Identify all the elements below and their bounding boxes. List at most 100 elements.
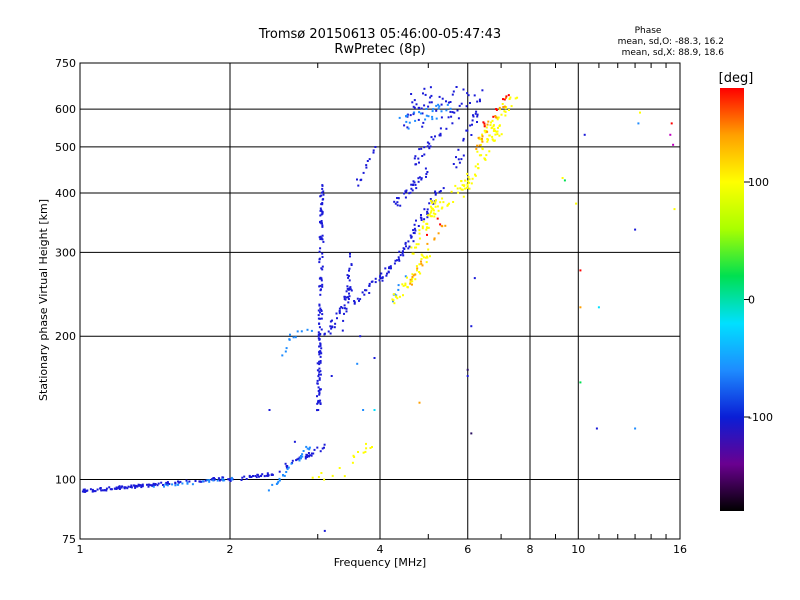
data-point <box>110 488 113 491</box>
data-point <box>300 455 302 457</box>
data-point <box>359 179 362 182</box>
y-tick-label: 500 <box>55 141 76 154</box>
data-point <box>83 490 86 493</box>
data-point <box>415 265 418 268</box>
data-point <box>430 94 433 97</box>
data-point <box>502 106 505 108</box>
data-point <box>308 446 311 449</box>
data-point <box>496 133 499 136</box>
data-point <box>344 307 346 310</box>
data-point <box>317 401 320 404</box>
data-point <box>420 217 423 220</box>
data-point <box>447 101 450 104</box>
data-point <box>439 132 442 135</box>
data-point <box>429 96 432 99</box>
data-point <box>345 290 348 293</box>
data-point <box>414 278 417 281</box>
data-point <box>319 403 322 405</box>
data-point <box>146 483 148 486</box>
data-point <box>478 98 481 101</box>
data-point <box>374 277 377 280</box>
data-point <box>426 213 429 215</box>
data-point <box>318 391 321 394</box>
data-point <box>416 267 419 270</box>
data-point <box>420 219 423 221</box>
data-point <box>373 357 376 359</box>
data-point <box>424 256 427 259</box>
data-point <box>415 246 418 249</box>
data-point <box>483 129 486 132</box>
x-tick-label: 8 <box>527 543 534 556</box>
data-point <box>318 303 321 306</box>
data-point <box>316 382 319 385</box>
data-point <box>221 478 224 480</box>
data-point <box>413 111 416 114</box>
data-point <box>496 118 499 121</box>
data-point <box>434 193 437 196</box>
data-point <box>470 182 473 185</box>
data-point <box>440 110 443 113</box>
data-point <box>456 187 459 190</box>
data-point <box>449 110 452 113</box>
data-point <box>140 486 143 489</box>
data-point <box>362 451 365 454</box>
data-point <box>414 183 417 186</box>
data-point <box>484 158 487 161</box>
data-point <box>436 217 439 220</box>
data-point <box>503 110 506 113</box>
data-point <box>318 393 321 396</box>
data-point <box>380 277 383 280</box>
data-point <box>148 483 151 486</box>
data-point <box>417 106 420 109</box>
data-point <box>126 487 129 490</box>
data-point <box>374 281 377 284</box>
data-point <box>343 298 346 300</box>
data-point <box>419 272 422 275</box>
data-point <box>396 197 398 199</box>
data-point <box>418 263 421 266</box>
data-point <box>458 161 461 164</box>
data-point <box>424 167 427 170</box>
data-point <box>403 248 406 250</box>
data-point <box>345 310 348 313</box>
data-point <box>388 266 391 269</box>
data-point <box>496 130 499 133</box>
x-axis-label: Frequency [MHz] <box>334 556 426 569</box>
data-point <box>407 127 410 130</box>
data-point <box>213 478 216 481</box>
data-point <box>504 107 507 110</box>
data-point <box>171 483 174 486</box>
data-point <box>271 473 274 476</box>
data-point <box>319 361 322 364</box>
y-tick-labels: 75 100 200 300 400 500 600 750 <box>55 57 76 546</box>
data-layer <box>81 86 676 532</box>
data-point <box>372 149 375 152</box>
data-point <box>194 480 197 482</box>
data-point <box>168 483 171 485</box>
data-point <box>177 480 179 483</box>
data-point <box>130 484 133 487</box>
data-point <box>306 328 309 331</box>
data-point <box>166 481 169 484</box>
data-point <box>399 204 402 207</box>
data-point <box>379 274 382 277</box>
data-point <box>321 203 324 206</box>
data-point <box>358 299 360 302</box>
data-point <box>426 233 428 236</box>
data-point <box>426 216 429 219</box>
data-point <box>476 163 479 166</box>
data-point <box>318 360 321 363</box>
data-point <box>405 120 408 123</box>
y-axis-label: Stationary phase Virtual Height [km] <box>37 199 50 401</box>
data-point <box>507 94 510 97</box>
chart-title: Tromsø 20150613 05:46:00-05:47:43 <box>258 27 501 42</box>
data-point <box>404 196 407 199</box>
data-point <box>341 329 344 332</box>
data-point <box>318 370 321 373</box>
data-point <box>442 187 445 190</box>
data-point <box>411 189 414 192</box>
data-point <box>441 225 444 228</box>
data-point <box>486 130 489 133</box>
data-point <box>428 213 431 216</box>
